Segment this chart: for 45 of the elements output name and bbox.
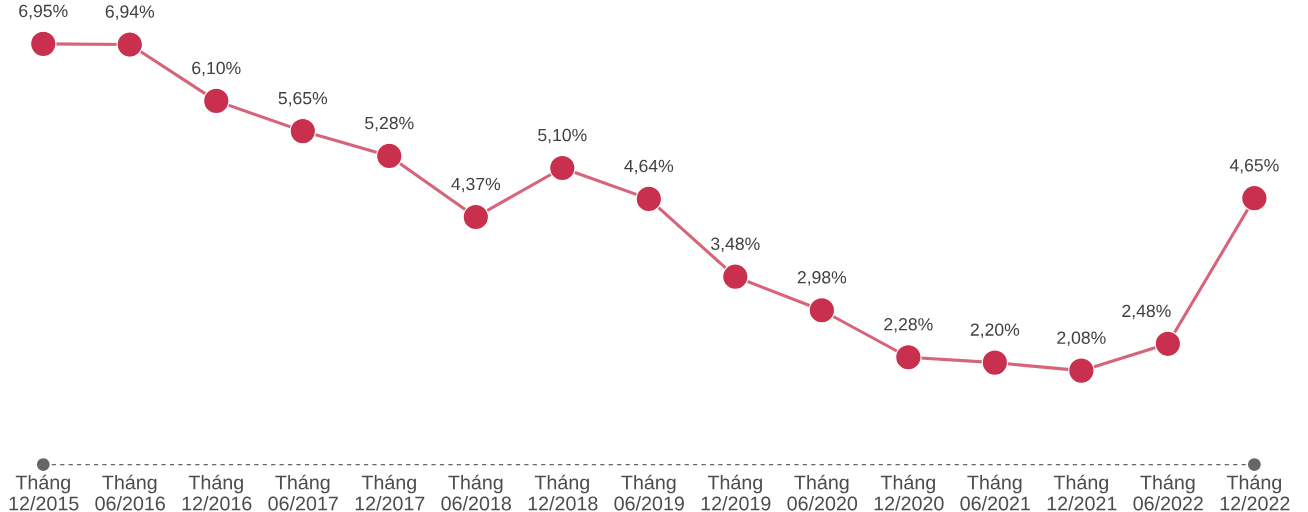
point: [462, 203, 490, 231]
data-label: 5,65%: [278, 91, 328, 107]
data-label: 4,65%: [1229, 159, 1279, 174]
data-label: 6,94%: [105, 5, 155, 20]
data-label: 2,08%: [1057, 331, 1106, 347]
data-label: 4,37%: [451, 177, 501, 193]
x-tick-label: Tháng 12/2018: [528, 474, 598, 511]
data-label: 2,20%: [970, 323, 1020, 338]
data-label: 6,10%: [192, 61, 241, 77]
x-tick-label: Tháng 12/2021: [1047, 474, 1117, 511]
data-label: 5,10%: [538, 128, 587, 144]
x-tick-label: Tháng 12/2022: [1220, 474, 1290, 511]
x-tick-label: Tháng 06/2018: [441, 474, 511, 511]
point: [116, 31, 144, 58]
point: [1068, 357, 1095, 384]
x-tick-label: Tháng 12/2016: [182, 474, 252, 511]
x-tick-label: Tháng 12/2020: [874, 474, 944, 511]
x-tick-label: Tháng 06/2017: [268, 474, 338, 511]
point: [1154, 330, 1182, 358]
x-tick-label: Tháng 12/2015: [9, 474, 79, 511]
data-label: 2,98%: [797, 271, 847, 286]
x-tick-label: Tháng 06/2020: [787, 474, 858, 511]
x-tick-label: Tháng 12/2019: [701, 474, 771, 511]
x-tick-label: Tháng 06/2021: [960, 474, 1030, 511]
point: [895, 344, 922, 371]
data-label: 6,95%: [19, 4, 68, 20]
x-tick-label: Tháng 06/2022: [1133, 474, 1203, 511]
point: [549, 154, 576, 182]
point: [203, 87, 230, 115]
point: [1241, 185, 1268, 212]
data-label: 4,64%: [624, 159, 674, 175]
point: [722, 263, 749, 290]
x-tick-label: Tháng 06/2016: [95, 474, 165, 511]
point: [30, 30, 57, 58]
point: [981, 349, 1009, 376]
point: [808, 297, 836, 324]
data-label: 2,48%: [1122, 304, 1171, 320]
point: [289, 117, 317, 145]
data-label: 5,28%: [365, 116, 414, 132]
data-label: 3,48%: [711, 237, 760, 253]
point: [376, 142, 403, 170]
data-label: 2,28%: [884, 318, 933, 333]
point: [635, 185, 663, 213]
x-tick-label: Tháng 06/2019: [614, 474, 684, 511]
x-tick-label: Tháng 12/2017: [355, 474, 425, 511]
